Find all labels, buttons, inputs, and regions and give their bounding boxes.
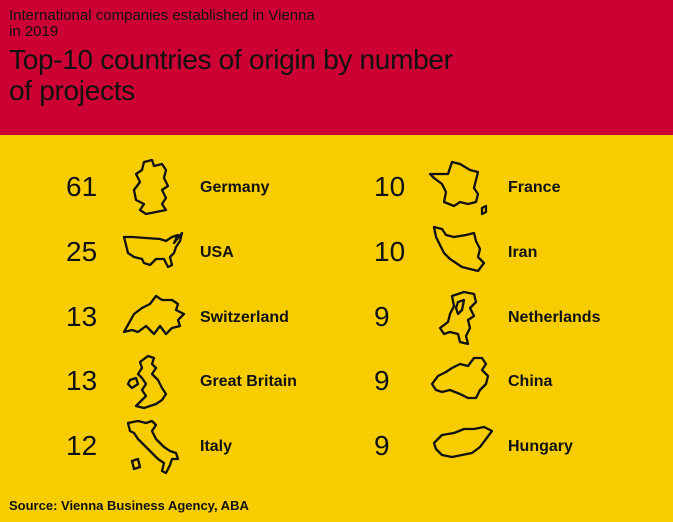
project-count: 61	[66, 171, 98, 202]
country-row-usa: 25 USA	[66, 225, 346, 281]
countries-list: 61 Germany 25 USA 13 Switzerland 13 Grea…	[0, 135, 673, 522]
country-name: China	[508, 373, 553, 390]
project-count: 9	[374, 365, 390, 396]
country-name: USA	[200, 244, 234, 261]
country-row-switzerland: 13 Switzerland	[66, 290, 346, 346]
country-row-france: 10 France	[374, 160, 654, 216]
country-name: Netherlands	[508, 309, 601, 326]
chart-title: Top-10 countries of origin by number of …	[9, 44, 453, 106]
country-name: Switzerland	[200, 309, 289, 326]
country-name: Germany	[200, 179, 270, 196]
hungary-outline-icon	[430, 419, 494, 475]
france-outline-icon	[428, 160, 494, 216]
project-count: 13	[66, 301, 98, 332]
netherlands-outline-icon	[430, 290, 494, 346]
country-name: France	[508, 179, 561, 196]
project-count: 25	[66, 236, 98, 267]
project-count: 9	[374, 301, 390, 332]
country-row-hungary: 9 Hungary	[374, 419, 654, 475]
great-britain-outline-icon	[122, 354, 186, 410]
header-banner: International companies established in V…	[0, 0, 673, 135]
source-note: Source: Vienna Business Agency, ABA	[9, 498, 249, 513]
italy-outline-icon	[122, 419, 186, 475]
project-count: 9	[374, 430, 390, 461]
country-name: Italy	[200, 438, 233, 455]
china-outline-icon	[430, 354, 494, 410]
usa-outline-icon	[122, 225, 186, 281]
country-name: Hungary	[508, 438, 573, 455]
switzerland-outline-icon	[122, 290, 186, 346]
country-name: Iran	[508, 244, 538, 261]
project-count: 10	[374, 236, 406, 267]
country-name: Great Britain	[200, 373, 297, 390]
iran-outline-icon	[430, 225, 494, 281]
project-count: 13	[66, 365, 98, 396]
chart-subtitle: International companies established in V…	[9, 7, 315, 40]
country-row-germany: 61 Germany	[66, 158, 346, 216]
country-row-iran: 10 Iran	[374, 225, 654, 281]
country-row-italy: 12 Italy	[66, 419, 346, 475]
project-count: 10	[374, 171, 406, 202]
germany-outline-icon	[122, 158, 186, 216]
country-row-great-britain: 13 Great Britain	[66, 354, 346, 410]
country-row-netherlands: 9 Netherlands	[374, 290, 654, 346]
project-count: 12	[66, 430, 98, 461]
country-row-china: 9 China	[374, 354, 654, 410]
